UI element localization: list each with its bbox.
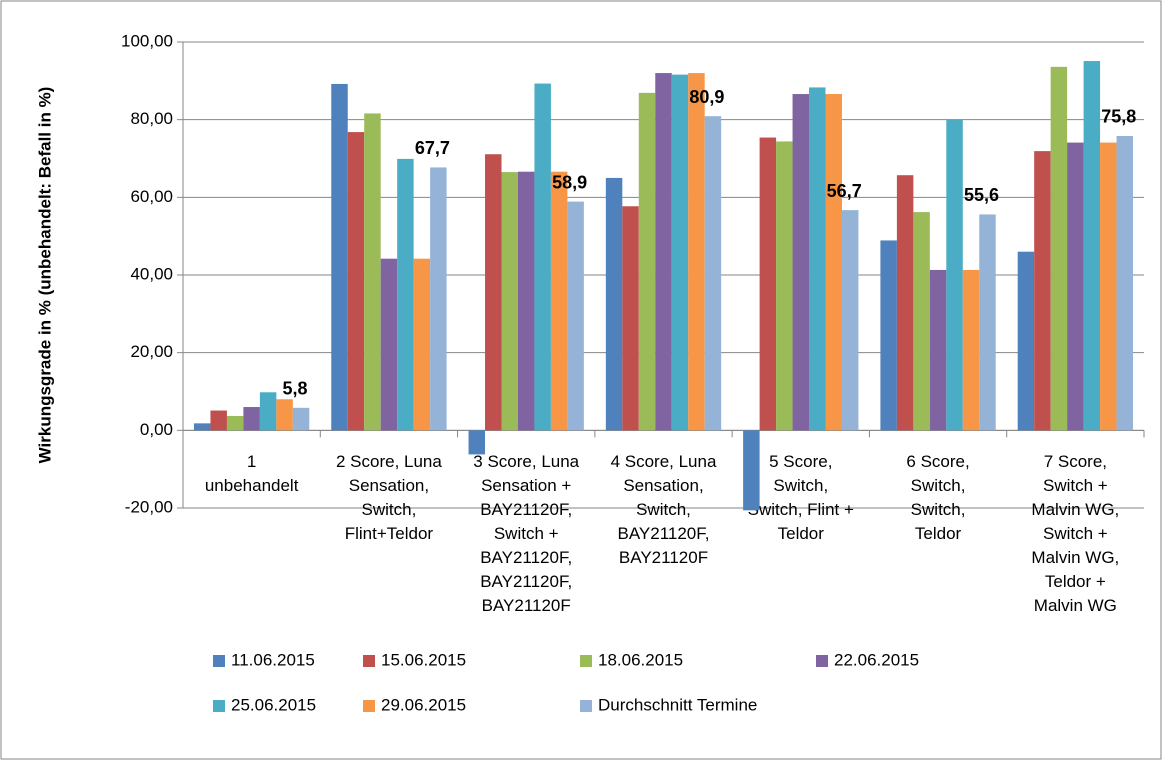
bar bbox=[655, 73, 672, 431]
bar bbox=[880, 240, 897, 431]
legend-swatch bbox=[213, 655, 225, 667]
y-tick-label: 80,00 bbox=[130, 109, 173, 128]
legend-swatch bbox=[363, 700, 375, 712]
x-tick-label: 5 Score, Switch, Switch, Flint + Teldor bbox=[748, 452, 854, 543]
legend-label: 22.06.2015 bbox=[834, 650, 919, 669]
bar bbox=[929, 269, 947, 431]
bar bbox=[638, 92, 656, 431]
legend-label: Durchschnitt Termine bbox=[598, 695, 757, 714]
bar bbox=[380, 258, 398, 431]
bar bbox=[347, 132, 365, 431]
bar bbox=[671, 74, 689, 431]
bar bbox=[397, 158, 414, 431]
bar bbox=[501, 172, 518, 431]
data-label: 67,7 bbox=[415, 138, 450, 158]
bar bbox=[809, 87, 826, 431]
x-tick-label: 7 Score, Switch + Malvin WG, Switch + Malvin… bbox=[1031, 452, 1119, 615]
bar bbox=[1067, 142, 1084, 431]
bar bbox=[622, 206, 639, 431]
bar bbox=[485, 154, 502, 431]
bar bbox=[364, 113, 381, 431]
bar bbox=[979, 214, 996, 431]
bar bbox=[704, 116, 722, 431]
bar bbox=[688, 73, 705, 431]
bar bbox=[605, 177, 623, 431]
legend-swatch bbox=[580, 700, 592, 712]
bar bbox=[759, 137, 777, 431]
bar bbox=[1050, 66, 1068, 431]
bar bbox=[517, 171, 535, 431]
legend-label: 11.06.2015 bbox=[231, 650, 315, 669]
bar bbox=[550, 171, 568, 431]
bar bbox=[1083, 61, 1101, 431]
bar bbox=[193, 423, 211, 431]
bar bbox=[331, 83, 348, 431]
legend-swatch bbox=[816, 655, 828, 667]
bar bbox=[962, 269, 980, 431]
bar bbox=[825, 94, 842, 431]
data-label: 80,9 bbox=[689, 87, 724, 107]
legend-swatch bbox=[580, 655, 592, 667]
legend-label: 18.06.2015 bbox=[598, 650, 683, 669]
x-tick-label: 3 Score, Luna Sensation + BAY21120F, Switch… bbox=[473, 452, 579, 615]
legend-label: 29.06.2015 bbox=[381, 695, 466, 714]
bar bbox=[1116, 135, 1134, 431]
y-tick-label: 40,00 bbox=[130, 264, 173, 283]
y-tick-label: 20,00 bbox=[130, 342, 173, 361]
x-tick-label: 4 Score, Luna Sensation, Switch, BAY21120F,… bbox=[611, 452, 717, 567]
bar bbox=[468, 430, 486, 455]
bar bbox=[210, 410, 227, 431]
data-label: 75,8 bbox=[1101, 107, 1136, 127]
data-label: 58,9 bbox=[552, 172, 587, 192]
bar bbox=[896, 175, 914, 431]
bar bbox=[413, 258, 431, 431]
y-tick-label: 0,00 bbox=[140, 420, 173, 439]
bar bbox=[946, 119, 963, 431]
bar bbox=[567, 201, 584, 431]
bar bbox=[841, 210, 859, 431]
y-axis-title: Wirkungsgrade in % (unbehandelt: Befall … bbox=[35, 87, 54, 464]
bar bbox=[743, 430, 760, 511]
data-label: 55,6 bbox=[964, 185, 999, 205]
data-label: 56,7 bbox=[827, 181, 862, 201]
bar bbox=[292, 407, 310, 431]
bar bbox=[913, 212, 930, 431]
x-tick-label: 1 unbehandelt bbox=[205, 452, 299, 495]
bar bbox=[276, 399, 293, 431]
y-tick-label: 60,00 bbox=[130, 187, 173, 206]
bar bbox=[1017, 251, 1035, 431]
x-tick-label: 6 Score, Switch, Switch, Teldor bbox=[906, 452, 969, 543]
bar bbox=[243, 407, 260, 431]
legend-swatch bbox=[213, 700, 225, 712]
legend-swatch bbox=[363, 655, 375, 667]
bar bbox=[1034, 151, 1051, 431]
bar bbox=[259, 392, 277, 431]
y-tick-label: -20,00 bbox=[125, 497, 173, 516]
bar bbox=[534, 83, 551, 431]
x-tick-label: 2 Score, Luna Sensation, Switch, Flint+Teld… bbox=[336, 452, 442, 543]
y-tick-label: 100,00 bbox=[121, 31, 173, 50]
bar bbox=[776, 141, 793, 431]
data-label: 5,8 bbox=[283, 379, 308, 399]
bar bbox=[226, 415, 244, 431]
bar bbox=[792, 94, 810, 431]
legend-label: 15.06.2015 bbox=[381, 650, 466, 669]
legend-label: 25.06.2015 bbox=[231, 695, 316, 714]
bar bbox=[430, 167, 447, 431]
bar bbox=[1100, 142, 1117, 431]
